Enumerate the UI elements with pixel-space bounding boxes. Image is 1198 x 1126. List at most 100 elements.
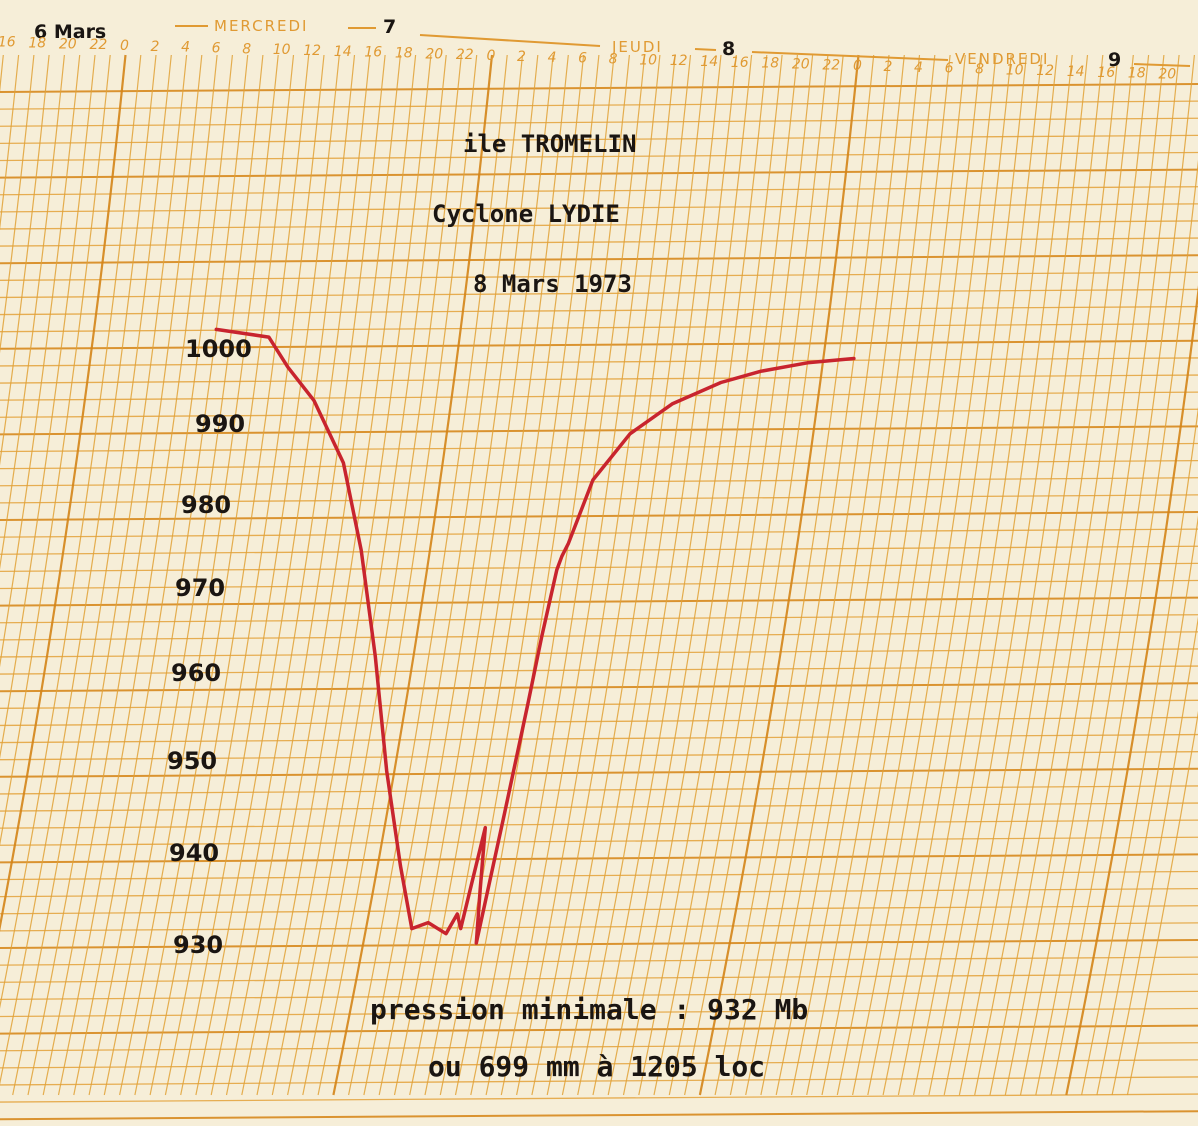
grid-line-time: [0, 54, 96, 760]
grid-line-time: [577, 54, 737, 1096]
grid-line-time: [119, 54, 279, 1096]
grid-line-time: [607, 54, 768, 1096]
grid-line-pressure: [0, 391, 1198, 401]
title-line-1: ile TROMELIN: [463, 130, 636, 158]
grid-line-time: [790, 54, 951, 1096]
pressure-trace-line: [214, 327, 856, 945]
hour-tick-label: 14: [700, 54, 718, 70]
day-label-mercredi: MERCREDI: [214, 17, 308, 35]
hour-tick-label: 18: [28, 36, 46, 52]
hour-tick-label: 0: [853, 58, 862, 74]
hour-tick-label: 20: [425, 46, 443, 62]
grid-line-time: [149, 54, 310, 1096]
grid-line-time: [1050, 159, 1198, 1096]
grid-line-pressure: [0, 562, 1198, 573]
chart-title: ile TROMELIN Cyclone LYDIE 8 Mars 1973: [432, 130, 636, 298]
grid-line-pressure: [0, 425, 1198, 436]
grid-line-time: [210, 54, 371, 1096]
grid-line-pressure: [0, 682, 1198, 693]
grid-line-pressure: [0, 973, 1198, 983]
hour-tick-label: 22: [90, 37, 108, 53]
grid-line-time: [745, 54, 905, 1096]
grid-line-pressure: [0, 477, 1198, 487]
grid-line-pressure: [0, 648, 1198, 658]
grid-line-pressure: [0, 545, 1198, 555]
grid-line-pressure: [0, 254, 1198, 265]
hour-tick-label: 16: [1097, 65, 1115, 81]
grid-line-time: [1096, 515, 1198, 1096]
grid-line-time: [0, 54, 81, 668]
hour-tick-labels: 1618202202468101214161820220246810121416…: [0, 35, 1176, 83]
hour-tick-label: 16: [364, 45, 382, 61]
grid-line-time: [500, 54, 661, 1096]
grid-line-time: [73, 54, 233, 1096]
grid-line-pressure: [0, 134, 1198, 145]
grid-line-time: [1065, 285, 1198, 1096]
grid-line-time: [760, 54, 921, 1096]
grid-line-time: [134, 54, 295, 1096]
grid-line-time: [454, 54, 615, 1096]
grid-line-pressure: [0, 528, 1198, 538]
grid-line-time: [943, 54, 1104, 1096]
grid-line-time: [302, 54, 462, 1096]
grid-line-time: [332, 54, 494, 1096]
grid-line-time: [1019, 54, 1180, 1096]
hour-tick-label: 12: [670, 53, 688, 69]
grid-line-time: [546, 54, 707, 1096]
grid-line-pressure: [0, 511, 1198, 521]
hour-tick-label: 4: [181, 40, 190, 56]
grid-line-time: [592, 54, 753, 1096]
grid-line-pressure: [0, 271, 1198, 281]
hour-tick-label: 4: [914, 60, 923, 76]
hour-tick-label: 2: [884, 59, 893, 75]
hour-tick-label: 0: [487, 48, 496, 64]
hour-tick-label: 20: [1158, 67, 1176, 83]
grid-line-pressure: [0, 83, 1198, 93]
grid-line-pressure: [0, 870, 1198, 881]
grid-line-time: [958, 54, 1119, 1096]
hour-tick-label: 0: [120, 38, 129, 54]
grid-line-time: [225, 54, 386, 1096]
hour-tick-label: 10: [639, 52, 657, 68]
grid-line-time: [164, 54, 325, 1096]
grid-line-time: [439, 54, 600, 1096]
grid-line-pressure: [0, 288, 1198, 299]
grid-line-time: [561, 54, 722, 1096]
hour-tick-label: 14: [1067, 64, 1085, 80]
title-line-3: 8 Mars 1973: [473, 270, 632, 298]
hour-tick-label: 8: [609, 51, 618, 67]
grid-line-pressure: [0, 1093, 1198, 1103]
hour-tick-label: 6: [212, 41, 221, 57]
grid-line-time: [103, 54, 264, 1096]
grid-line-pressure: [0, 767, 1198, 778]
hour-tick-label: 8: [242, 41, 251, 57]
hour-tick-label: 18: [761, 56, 779, 72]
hour-tick-label: 18: [395, 46, 413, 62]
grid-line-time: [1111, 616, 1198, 1096]
grid-line-pressure: [0, 1076, 1198, 1086]
hour-tick-label: 10: [273, 42, 291, 58]
grid-line-time: [485, 54, 646, 1096]
hour-tick-label: 12: [1036, 63, 1054, 79]
hour-tick-label: 6: [945, 61, 954, 77]
grid-line-time: [1081, 406, 1198, 1096]
start-date-label: 6 Mars: [34, 21, 106, 43]
grid-line-pressure: [0, 1024, 1198, 1035]
grid-line-pressure: [0, 956, 1198, 966]
grid-line-time: [1126, 710, 1198, 1096]
note-minimum-pressure: pression minimale : 932 Mb: [370, 993, 808, 1026]
y-tick-1000: 1000: [185, 335, 252, 363]
grid-line-time: [409, 54, 569, 1096]
y-tick-930: 930: [173, 931, 223, 959]
grid-line-time: [714, 54, 875, 1096]
grid-line-time: [1035, 54, 1195, 1096]
note-millimetres: ou 699 mm à 1205 loc: [428, 1050, 765, 1083]
grid-line-pressure: [0, 305, 1198, 316]
grid-line-time: [882, 54, 1043, 1096]
grid-line-pressure: [0, 100, 1198, 110]
grid-line-time: [821, 54, 982, 1096]
grid-line-time: [668, 54, 829, 1096]
grid-line-time: [363, 54, 524, 1096]
